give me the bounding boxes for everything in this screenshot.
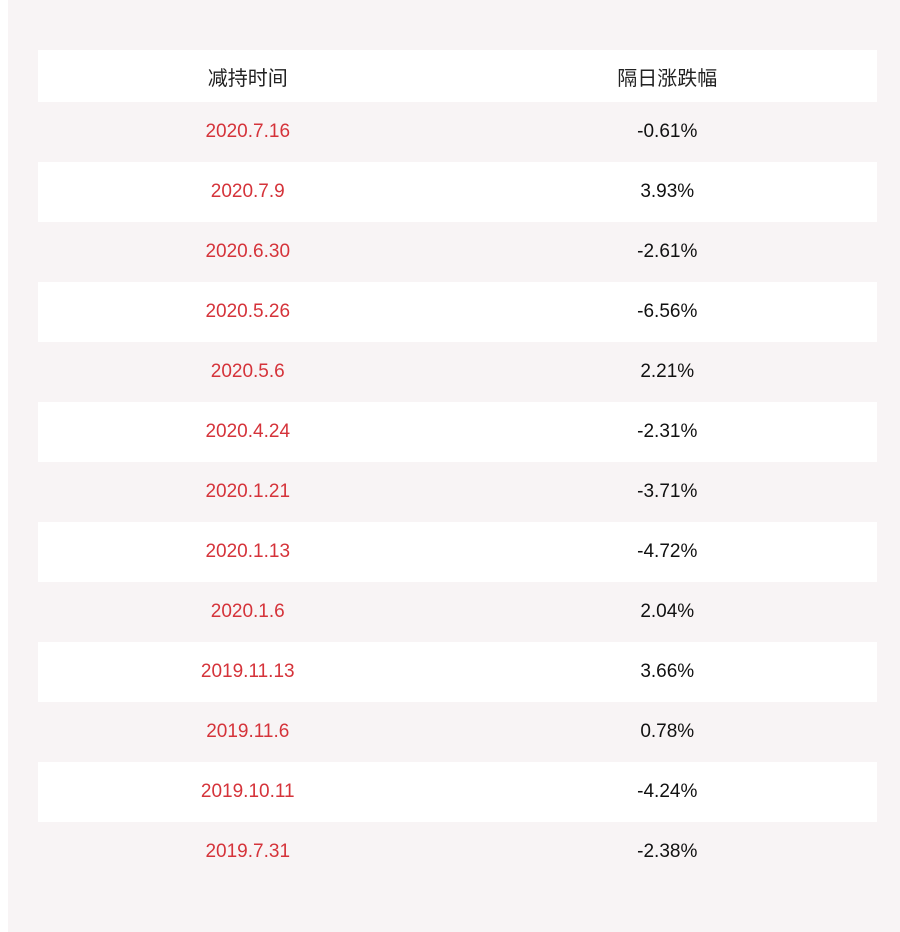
reduction-date-cell: 2020.4.24 <box>205 421 291 442</box>
reduction-date-cell: 2020.5.6 <box>210 361 285 382</box>
header-next-day-change: 隔日涨跌幅 <box>617 67 718 90</box>
table-row: 2019.11.6 0.78% <box>38 702 877 762</box>
table-row: 2020.6.30 -2.61% <box>38 222 877 282</box>
reduction-date-cell: 2019.7.31 <box>205 841 291 862</box>
next-day-change-cell: -4.72% <box>637 541 698 562</box>
table-row: 2020.7.9 3.93% <box>38 162 877 222</box>
content-panel: 减持时间 隔日涨跌幅 2020.7.16 -0.61% 2020.7.9 3.93% 2… <box>8 0 900 932</box>
reduction-date-cell: 2020.1.13 <box>205 541 291 562</box>
next-day-change-cell: -2.38% <box>637 841 698 862</box>
table-row: 2020.1.13 -4.72% <box>38 522 877 582</box>
next-day-change-cell: 2.04% <box>640 601 695 622</box>
reduction-date-cell: 2020.5.26 <box>205 301 291 322</box>
table-row: 2020.1.21 -3.71% <box>38 462 877 522</box>
next-day-change-cell: 2.21% <box>640 361 695 382</box>
next-day-change-cell: -4.24% <box>637 781 698 802</box>
reduction-date-cell: 2019.11.13 <box>200 661 295 682</box>
table-row: 2019.7.31 -2.38% <box>38 822 877 882</box>
next-day-change-cell: 3.93% <box>640 181 695 202</box>
reduction-date-cell: 2020.1.21 <box>205 481 291 502</box>
next-day-change-cell: -2.31% <box>637 421 698 442</box>
reduction-date-cell: 2019.10.11 <box>200 781 295 802</box>
next-day-change-cell: 3.66% <box>640 661 695 682</box>
reduction-date-cell: 2020.6.30 <box>205 241 291 262</box>
next-day-change-cell: -3.71% <box>637 481 698 502</box>
reduction-date-cell: 2020.7.9 <box>210 181 285 202</box>
table-row: 2019.10.11 -4.24% <box>38 762 877 822</box>
table-row: 2020.4.24 -2.31% <box>38 402 877 462</box>
table-row: 2020.7.16 -0.61% <box>38 102 877 162</box>
reduction-date-cell: 2019.11.6 <box>206 721 290 742</box>
reduction-date-cell: 2020.7.16 <box>205 121 291 142</box>
next-day-change-cell: -0.61% <box>637 121 698 142</box>
next-day-change-cell: 0.78% <box>640 721 695 742</box>
header-reduction-date: 减持时间 <box>207 67 288 90</box>
table-header: 减持时间 隔日涨跌幅 <box>38 50 877 102</box>
next-day-change-cell: -6.56% <box>637 301 698 322</box>
table-row: 2020.5.26 -6.56% <box>38 282 877 342</box>
table-row: 2020.1.6 2.04% <box>38 582 877 642</box>
reduction-table: 减持时间 隔日涨跌幅 2020.7.16 -0.61% 2020.7.9 3.93% 2… <box>38 50 877 882</box>
reduction-date-cell: 2020.1.6 <box>210 601 285 622</box>
table-row: 2019.11.13 3.66% <box>38 642 877 702</box>
table-row: 2020.5.6 2.21% <box>38 342 877 402</box>
next-day-change-cell: -2.61% <box>637 241 698 262</box>
